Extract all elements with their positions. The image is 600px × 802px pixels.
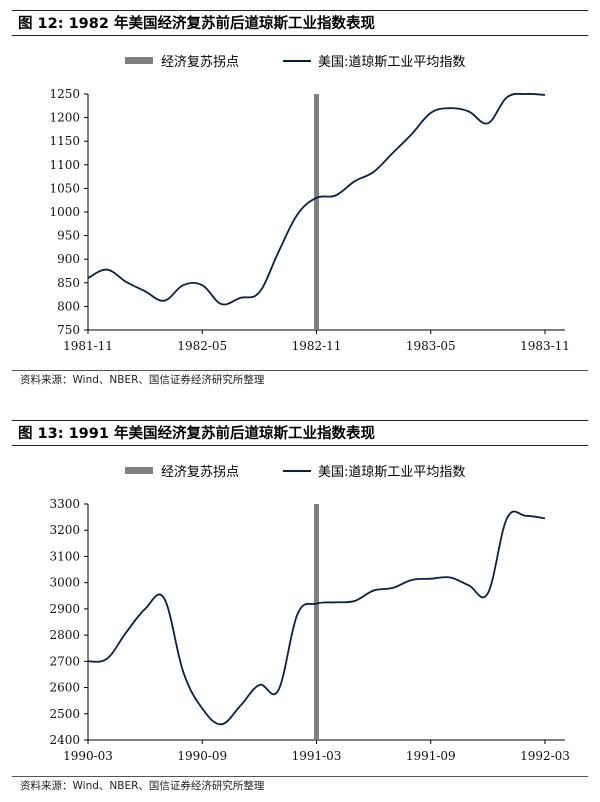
y-tick-label: 1050 [49,181,80,195]
figure-source: 资料来源：Wind、NBER、国信证券经济研究所整理 [12,776,588,794]
x-tick-label: 1991-03 [292,749,342,763]
y-tick-label: 2600 [49,681,80,695]
y-tick-label: 850 [57,276,80,290]
y-tick-label: 900 [57,252,80,266]
y-tick-label: 2800 [49,628,80,642]
legend-label-dji: 美国:道琼斯工业平均指数 [318,55,465,70]
y-tick-label: 1250 [49,87,80,101]
y-tick-label: 1200 [49,111,80,125]
x-tick-label: 1982-05 [177,339,227,353]
y-tick-label: 800 [57,299,80,313]
y-tick-label: 2500 [49,707,80,721]
x-tick-label: 1990-09 [177,749,227,763]
figure-title: 图 12: 1982 年美国经济复苏前后道琼斯工业指数表现 [12,10,588,36]
x-tick-label: 1983-05 [406,339,456,353]
x-tick-label: 1982-11 [292,339,342,353]
x-tick-label: 1991-09 [406,749,456,763]
x-tick-label: 1983-11 [520,339,570,353]
series-line-dji [87,510,546,726]
figure-title: 图 13: 1991 年美国经济复苏前后道琼斯工业指数表现 [12,420,588,446]
y-tick-label: 3200 [49,523,80,537]
y-tick-label: 2900 [49,602,80,616]
y-tick-label: 3100 [49,549,80,563]
turning-point-bar [314,504,319,740]
x-tick-label: 1990-03 [63,749,113,763]
y-tick-label: 1100 [49,158,80,172]
y-tick-label: 1150 [49,134,80,148]
legend: 经济复苏拐点 美国:道琼斯工业平均指数 [125,54,465,70]
y-tick-label: 750 [57,323,80,337]
figure-12: 图 12: 1982 年美国经济复苏前后道琼斯工业指数表现 经济复苏拐点 美国:道… [0,0,600,400]
y-tick-label: 2700 [49,654,80,668]
x-tick-label: 1981-11 [63,339,113,353]
legend-swatch-turning-point [125,467,153,474]
y-tick-label: 1000 [49,205,80,219]
figure-13: 图 13: 1991 年美国经济复苏前后道琼斯工业指数表现 经济复苏拐点 美国:道… [0,410,600,802]
legend-swatch-turning-point [125,57,153,64]
legend-label-dji: 美国:道琼斯工业平均指数 [318,465,465,480]
y-tick-label: 950 [57,229,80,243]
figure-source: 资料来源：Wind、NBER、国信证券经济研究所整理 [12,370,588,388]
y-tick-label: 3000 [49,576,80,590]
turning-point-bar [314,94,319,330]
y-tick-label: 2400 [49,733,80,747]
legend-label-turning-point: 经济复苏拐点 [161,464,239,480]
legend-label-turning-point: 经济复苏拐点 [161,54,239,70]
legend: 经济复苏拐点 美国:道琼斯工业平均指数 [125,464,465,480]
x-tick-label: 1992-03 [520,749,570,763]
chart-1982: 经济复苏拐点 美国:道琼斯工业平均指数 750 800 850 900 950 1000 105… [49,54,570,353]
y-tick-label: 3300 [49,497,80,511]
series-line-dji [87,92,546,306]
chart-1991: 经济复苏拐点 美国:道琼斯工业平均指数 2400 2500 2600 2700 2800 29… [49,464,570,763]
